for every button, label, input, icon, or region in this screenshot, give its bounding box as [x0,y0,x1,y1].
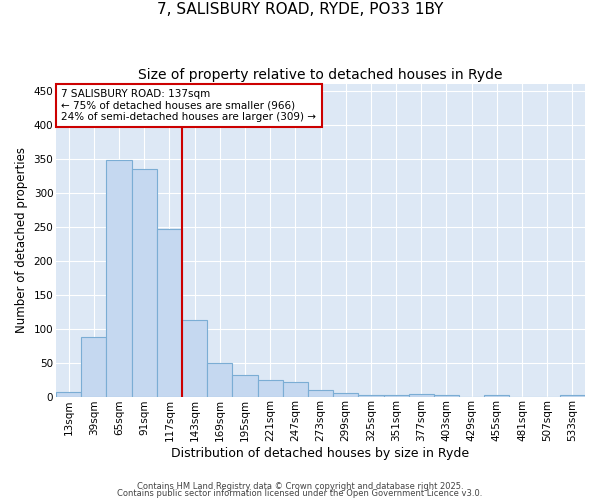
Bar [333,393,358,396]
Text: 7, SALISBURY ROAD, RYDE, PO33 1BY: 7, SALISBURY ROAD, RYDE, PO33 1BY [157,2,443,18]
Bar [106,160,131,396]
Bar [358,394,383,396]
X-axis label: Distribution of detached houses by size in Ryde: Distribution of detached houses by size … [172,447,470,460]
Bar [182,320,207,396]
Bar [257,380,283,396]
Bar [434,395,459,396]
Bar [283,382,308,396]
Bar [207,362,232,396]
Bar [81,337,106,396]
Bar [409,394,434,396]
Title: Size of property relative to detached houses in Ryde: Size of property relative to detached ho… [138,68,503,82]
Bar [383,394,409,396]
Y-axis label: Number of detached properties: Number of detached properties [15,148,28,334]
Bar [484,395,509,396]
Text: Contains HM Land Registry data © Crown copyright and database right 2025.: Contains HM Land Registry data © Crown c… [137,482,463,491]
Bar [308,390,333,396]
Bar [232,376,257,396]
Bar [131,169,157,396]
Text: 7 SALISBURY ROAD: 137sqm
← 75% of detached houses are smaller (966)
24% of semi-: 7 SALISBURY ROAD: 137sqm ← 75% of detach… [61,88,316,122]
Text: Contains public sector information licensed under the Open Government Licence v3: Contains public sector information licen… [118,489,482,498]
Bar [56,392,81,396]
Bar [560,395,585,396]
Bar [157,229,182,396]
